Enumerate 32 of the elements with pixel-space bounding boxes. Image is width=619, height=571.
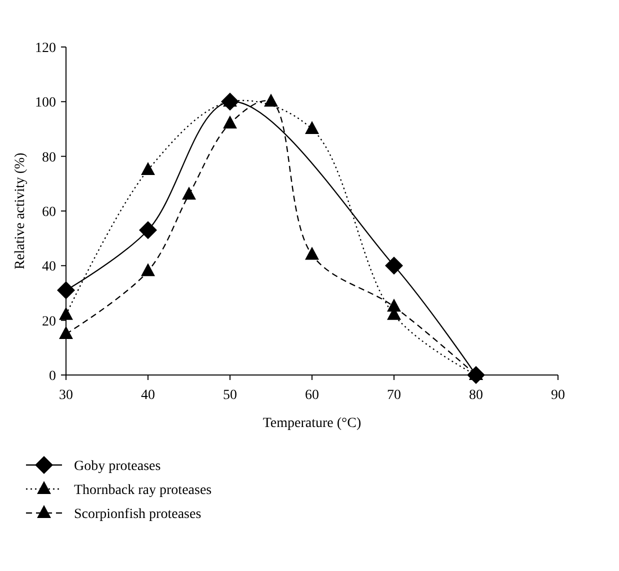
x-tick-label: 80 (469, 388, 483, 403)
x-axis-title: Temperature (°C) (262, 416, 362, 431)
point (141, 263, 155, 276)
legend-label: Thornback ray proteases (74, 483, 212, 498)
y-tick-label: 0 (49, 369, 56, 384)
x-tick-label: 40 (141, 388, 155, 403)
y-tick-label: 20 (42, 314, 56, 330)
legend-label: Scorpionfish proteases (74, 507, 202, 522)
point (387, 298, 401, 312)
y-tick-label: 80 (42, 150, 56, 166)
y-axis-title: Relative activity (%) (13, 152, 28, 270)
y-tick-label: 40 (42, 260, 56, 275)
point (139, 221, 157, 240)
legend-label: Goby proteases (74, 459, 161, 474)
point (305, 246, 319, 260)
y-tick-label: 100 (35, 96, 56, 111)
point (57, 281, 75, 300)
point (141, 162, 155, 175)
x-tick-label: 60 (305, 388, 319, 403)
x-tick-label: 30 (59, 388, 73, 403)
y-tick-label: 60 (42, 205, 56, 220)
point (305, 121, 319, 134)
x-tick-label: 70 (387, 388, 401, 403)
point (59, 306, 73, 320)
point (264, 94, 278, 107)
y-tick-label: 120 (35, 41, 56, 56)
x-tick-label: 90 (551, 388, 565, 403)
x-tick-label: 50 (223, 388, 237, 403)
point (223, 116, 237, 129)
point (385, 256, 403, 275)
point (59, 326, 73, 339)
point (182, 186, 196, 200)
